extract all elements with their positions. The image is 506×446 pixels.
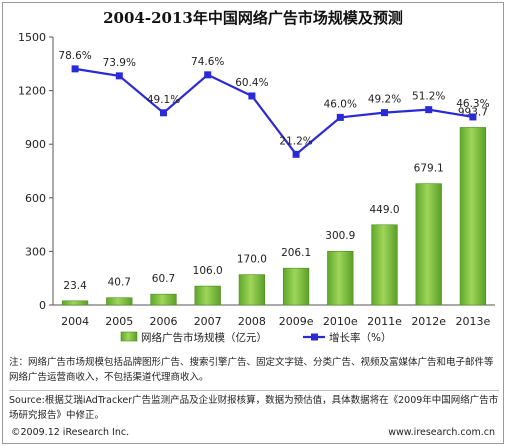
- y-tick-label: 0: [39, 299, 46, 312]
- chart-note: 注：网络广告市场规模包括品牌图形广告、搜索引擎广告、固定文字链、分类广告、视频及…: [9, 357, 494, 383]
- growth-marker: [204, 71, 212, 79]
- x-tick-label: 2008: [238, 315, 266, 328]
- x-tick-label: 2012e: [411, 315, 446, 328]
- legend-line-label: 增长率（%）: [329, 331, 391, 344]
- y-tick-label: 600: [25, 192, 46, 205]
- y-tick-label: 300: [25, 245, 46, 258]
- growth-marker: [469, 113, 477, 121]
- bar-value-label: 449.0: [369, 204, 399, 216]
- bar-value-label: 23.4: [63, 280, 87, 292]
- website: www.iresearch.com.cn: [388, 427, 495, 438]
- bar: [371, 224, 398, 306]
- x-tick-label: 2011e: [367, 315, 402, 328]
- legend-line-marker: [311, 333, 318, 341]
- growth-value-label: 46.0%: [324, 98, 357, 110]
- chart-source: Source:根据艾瑞iAdTracker广告监测产品及企业财报核算，数据为预估…: [9, 390, 499, 423]
- growth-line: [74, 67, 474, 156]
- y-tick-label: 1500: [18, 31, 46, 44]
- growth-marker: [115, 72, 123, 80]
- bar: [327, 250, 354, 306]
- growth-value-label: 78.6%: [58, 50, 91, 62]
- y-tick-label: 1200: [18, 85, 46, 98]
- bar: [238, 274, 266, 306]
- bar: [106, 297, 133, 306]
- x-tick-label: 2006: [150, 315, 178, 328]
- x-tick-label: 2009e: [279, 315, 314, 328]
- bar: [282, 267, 310, 306]
- x-tick-label: 2010e: [323, 315, 358, 328]
- bar-value-label: 300.9: [325, 230, 355, 242]
- y-tick-label: 900: [25, 138, 46, 151]
- chart-svg: 0 300 600 900 1200 1500 23.4 40.7 60.7 106.0 170.0…: [18, 31, 495, 344]
- growth-marker: [160, 109, 167, 117]
- growth-marker: [336, 113, 344, 121]
- bar: [150, 293, 177, 306]
- growth-value-label: 73.9%: [103, 57, 136, 69]
- growth-value-label: 60.4%: [235, 77, 268, 89]
- growth-marker: [71, 65, 79, 73]
- growth-value-label: 46.3%: [456, 98, 489, 110]
- legend-bar-swatch: [120, 331, 138, 342]
- bar: [459, 127, 487, 306]
- growth-marker: [248, 92, 256, 100]
- bar-value-label: 679.1: [414, 163, 444, 175]
- growth-value-label: 49.2%: [368, 94, 401, 106]
- bar-value-label: 40.7: [108, 277, 131, 289]
- x-tick-label: 2005: [105, 315, 133, 328]
- growth-value-label: 49.1%: [147, 94, 180, 106]
- bar: [61, 300, 89, 306]
- bar-value-label: 60.7: [152, 273, 175, 285]
- bar-value-label: 170.0: [237, 254, 267, 266]
- legend-bar-label: 网络广告市场规模（亿元）: [141, 331, 267, 344]
- x-tick-label: 2007: [194, 315, 222, 328]
- x-tick-label: 2004: [61, 315, 89, 328]
- x-tick-label: 2013e: [456, 315, 491, 328]
- bar-value-label: 106.0: [193, 265, 223, 277]
- growth-marker: [425, 106, 433, 114]
- copyright: ©2009.12 iResearch Inc.: [11, 427, 130, 438]
- chart-title: 2004-2013年中国网络广告市场规模及预测: [103, 9, 403, 27]
- growth-value-label: 74.6%: [191, 56, 224, 68]
- growth-marker: [381, 109, 388, 117]
- growth-value-label: 21.2%: [279, 135, 312, 147]
- bar: [415, 183, 442, 306]
- growth-marker: [292, 150, 300, 158]
- bar: [194, 285, 221, 306]
- growth-value-label: 51.2%: [412, 91, 445, 103]
- bar-value-label: 206.1: [281, 247, 311, 259]
